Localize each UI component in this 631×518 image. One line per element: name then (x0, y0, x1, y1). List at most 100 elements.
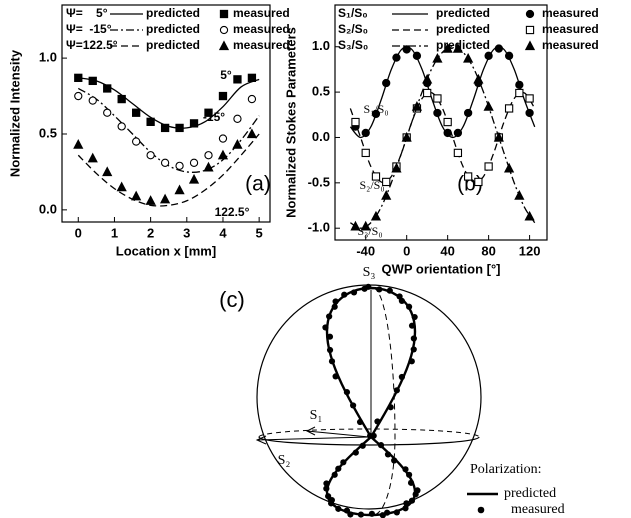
measured-point (217, 149, 229, 160)
back-curve (372, 287, 396, 516)
measured-point (146, 151, 155, 160)
measured-dot (328, 358, 336, 365)
legend-label: measured (511, 502, 565, 517)
measured-point (433, 108, 442, 118)
measured-dot (408, 358, 415, 365)
measured-dot (410, 335, 417, 342)
measured-point (514, 189, 525, 200)
measured-dot (383, 509, 391, 516)
measured-dot (357, 511, 365, 518)
measured-point (204, 151, 213, 160)
y-axis-label: Normalized Intensity (7, 49, 22, 177)
y-tick-label: 0.5 (312, 84, 330, 99)
legend-label: measured (233, 6, 290, 20)
measured-point (232, 139, 243, 149)
y-tick-label: 0.0 (312, 129, 330, 144)
measured-dot (323, 485, 330, 492)
measured-dot (406, 471, 413, 478)
measured-point (247, 94, 257, 104)
legend-label: predicted (436, 38, 490, 52)
axis-label: S₁ (310, 408, 323, 423)
x-tick-label: -40 (356, 243, 375, 258)
measured-dot (323, 480, 330, 487)
x-axis-label: QWP orientation [°] (381, 261, 500, 276)
measured-point (371, 172, 381, 181)
measured-point (392, 53, 401, 62)
measured-point (370, 210, 382, 221)
measured-point (483, 101, 494, 111)
measured-dot (325, 493, 332, 500)
measured-dot (393, 387, 400, 394)
measured-dot (359, 442, 366, 449)
equator-back (258, 428, 480, 438)
measured-point (204, 108, 213, 117)
x-axis-label: Location x [mm] (116, 243, 216, 258)
y-tick-label: -1.0 (308, 220, 330, 235)
x-tick-label: 0 (75, 225, 82, 240)
measured-point (494, 44, 504, 53)
measured-point (88, 96, 97, 105)
predicted-line (349, 46, 536, 139)
y-tick-label: 1.0 (39, 50, 57, 65)
measured-dot (403, 500, 410, 507)
measured-point (382, 177, 391, 187)
panel-label: (a) (245, 173, 271, 196)
measured-dot (406, 303, 413, 310)
measured-dot (408, 322, 416, 329)
measured-point (74, 73, 83, 82)
measured-dot (350, 402, 357, 409)
measured-point (160, 123, 170, 133)
legend-label: measured (233, 22, 290, 36)
legend-label: predicted (504, 486, 556, 501)
measured-point (412, 51, 422, 60)
measured-dot (407, 479, 415, 486)
measured-point (87, 152, 98, 163)
measured-point (422, 73, 433, 84)
x-tick-label: 1 (111, 225, 118, 240)
measured-point (361, 148, 370, 158)
measured-point (218, 134, 228, 143)
measured-point (463, 108, 473, 118)
measured-dot (331, 471, 338, 478)
y-tick-label: -0.5 (308, 174, 330, 189)
annotation: S₃/S₀ (357, 224, 382, 238)
measured-dot (376, 286, 383, 293)
measured-point (504, 51, 514, 60)
measured-point (442, 42, 453, 53)
measured-point (525, 108, 534, 118)
measured-point (246, 128, 258, 139)
measured-dot (332, 373, 339, 380)
legend-marker (524, 40, 536, 51)
x-tick-label: 4 (219, 225, 227, 240)
measured-point (203, 161, 214, 172)
legend-series-name: Ψ= 5° (66, 6, 108, 20)
annotation: S₂/S₀ (359, 178, 384, 192)
measured-point (381, 189, 392, 200)
measured-dot (387, 404, 394, 411)
legend-title: Polarization: (470, 462, 542, 477)
measured-point (484, 162, 493, 171)
x-tick-label: 3 (183, 225, 190, 240)
x-tick-label: 2 (147, 225, 154, 240)
measured-dot (411, 313, 418, 321)
measured-dot (332, 298, 339, 305)
annotation: 122.5° (215, 205, 250, 219)
measured-dot (322, 324, 329, 331)
legend-marker (219, 25, 229, 35)
measured-point (146, 117, 155, 126)
measured-dot (326, 313, 333, 320)
legend-series-name: S₁/S₀ (338, 6, 368, 20)
measured-dot (402, 466, 409, 473)
axis-label: S₂ (278, 453, 291, 468)
measured-point (103, 84, 112, 93)
annotation: S₁/S₀ (363, 102, 388, 116)
measured-dot (398, 373, 405, 381)
measured-dot (335, 505, 342, 512)
measured-dot (402, 505, 409, 512)
measured-point (350, 220, 361, 231)
legend-label: measured (233, 38, 290, 52)
measured-dot (340, 459, 347, 466)
legend-label: predicted (146, 38, 200, 52)
legend-series-name: S₂/S₀ (338, 22, 368, 36)
measured-point (159, 193, 171, 204)
